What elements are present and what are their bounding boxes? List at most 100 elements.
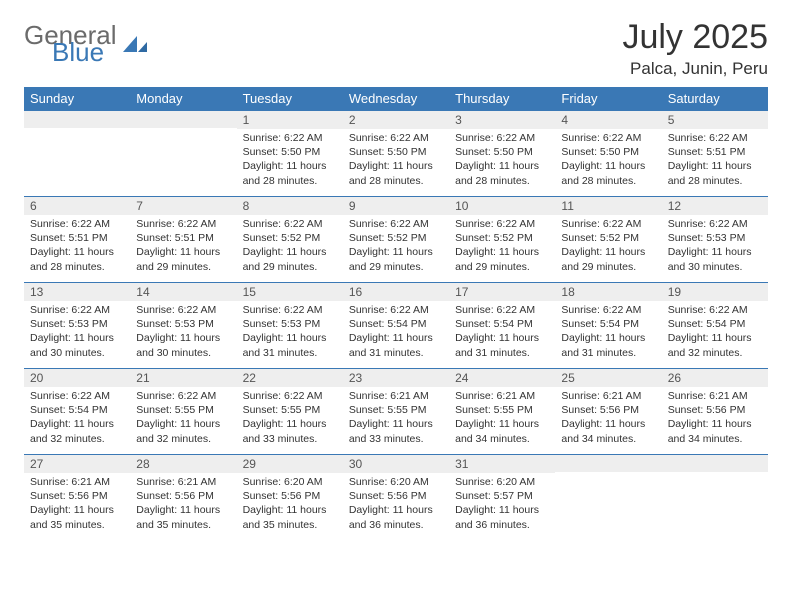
calendar-day-cell: 1Sunrise: 6:22 AMSunset: 5:50 PMDaylight… [237, 110, 343, 196]
day-details: Sunrise: 6:22 AMSunset: 5:54 PMDaylight:… [555, 301, 661, 364]
day-details: Sunrise: 6:22 AMSunset: 5:51 PMDaylight:… [662, 129, 768, 192]
calendar-day-cell: 21Sunrise: 6:22 AMSunset: 5:55 PMDayligh… [130, 368, 236, 454]
day-number: 29 [237, 454, 343, 473]
calendar-day-cell [662, 454, 768, 540]
day-details: Sunrise: 6:22 AMSunset: 5:53 PMDaylight:… [237, 301, 343, 364]
weekday-header: Thursday [449, 87, 555, 110]
day-number: 24 [449, 368, 555, 387]
day-details: Sunrise: 6:21 AMSunset: 5:55 PMDaylight:… [343, 387, 449, 450]
day-number: 20 [24, 368, 130, 387]
calendar-day-cell [555, 454, 661, 540]
calendar-day-cell: 2Sunrise: 6:22 AMSunset: 5:50 PMDaylight… [343, 110, 449, 196]
calendar-day-cell: 22Sunrise: 6:22 AMSunset: 5:55 PMDayligh… [237, 368, 343, 454]
day-number: 10 [449, 196, 555, 215]
day-number: 21 [130, 368, 236, 387]
day-number: 7 [130, 196, 236, 215]
day-number: 22 [237, 368, 343, 387]
day-number: 1 [237, 110, 343, 129]
day-details: Sunrise: 6:20 AMSunset: 5:57 PMDaylight:… [449, 473, 555, 536]
day-details: Sunrise: 6:22 AMSunset: 5:54 PMDaylight:… [449, 301, 555, 364]
calendar-day-cell: 31Sunrise: 6:20 AMSunset: 5:57 PMDayligh… [449, 454, 555, 540]
day-details: Sunrise: 6:22 AMSunset: 5:54 PMDaylight:… [662, 301, 768, 364]
calendar-day-cell: 13Sunrise: 6:22 AMSunset: 5:53 PMDayligh… [24, 282, 130, 368]
day-number: 18 [555, 282, 661, 301]
weekday-header: Tuesday [237, 87, 343, 110]
day-details: Sunrise: 6:21 AMSunset: 5:56 PMDaylight:… [662, 387, 768, 450]
day-details: Sunrise: 6:22 AMSunset: 5:55 PMDaylight:… [237, 387, 343, 450]
day-number: 25 [555, 368, 661, 387]
location: Palca, Junin, Peru [622, 59, 768, 79]
weekday-header: Wednesday [343, 87, 449, 110]
day-number: 27 [24, 454, 130, 473]
calendar-day-cell: 4Sunrise: 6:22 AMSunset: 5:50 PMDaylight… [555, 110, 661, 196]
day-details: Sunrise: 6:21 AMSunset: 5:55 PMDaylight:… [449, 387, 555, 450]
weekday-header-row: SundayMondayTuesdayWednesdayThursdayFrid… [24, 87, 768, 110]
day-number: 13 [24, 282, 130, 301]
day-number: 2 [343, 110, 449, 129]
day-number: 26 [662, 368, 768, 387]
day-number: 30 [343, 454, 449, 473]
calendar-day-cell: 25Sunrise: 6:21 AMSunset: 5:56 PMDayligh… [555, 368, 661, 454]
calendar-day-cell: 12Sunrise: 6:22 AMSunset: 5:53 PMDayligh… [662, 196, 768, 282]
day-details: Sunrise: 6:20 AMSunset: 5:56 PMDaylight:… [343, 473, 449, 536]
month-title: July 2025 [622, 18, 768, 57]
calendar-day-cell: 26Sunrise: 6:21 AMSunset: 5:56 PMDayligh… [662, 368, 768, 454]
calendar-day-cell: 24Sunrise: 6:21 AMSunset: 5:55 PMDayligh… [449, 368, 555, 454]
day-details: Sunrise: 6:22 AMSunset: 5:55 PMDaylight:… [130, 387, 236, 450]
calendar-day-cell: 8Sunrise: 6:22 AMSunset: 5:52 PMDaylight… [237, 196, 343, 282]
day-details: Sunrise: 6:22 AMSunset: 5:53 PMDaylight:… [662, 215, 768, 278]
day-details: Sunrise: 6:22 AMSunset: 5:50 PMDaylight:… [343, 129, 449, 192]
calendar-day-cell: 7Sunrise: 6:22 AMSunset: 5:51 PMDaylight… [130, 196, 236, 282]
calendar-page: General Blue July 2025 Palca, Junin, Per… [0, 0, 792, 612]
calendar-day-cell: 16Sunrise: 6:22 AMSunset: 5:54 PMDayligh… [343, 282, 449, 368]
day-number: 5 [662, 110, 768, 129]
day-number: 31 [449, 454, 555, 473]
day-number: 3 [449, 110, 555, 129]
title-block: July 2025 Palca, Junin, Peru [622, 18, 768, 79]
day-details: Sunrise: 6:22 AMSunset: 5:54 PMDaylight:… [343, 301, 449, 364]
empty-day [130, 110, 236, 128]
day-details: Sunrise: 6:22 AMSunset: 5:52 PMDaylight:… [555, 215, 661, 278]
day-details: Sunrise: 6:22 AMSunset: 5:53 PMDaylight:… [24, 301, 130, 364]
day-details: Sunrise: 6:22 AMSunset: 5:50 PMDaylight:… [237, 129, 343, 192]
calendar-week-row: 6Sunrise: 6:22 AMSunset: 5:51 PMDaylight… [24, 196, 768, 282]
calendar-week-row: 20Sunrise: 6:22 AMSunset: 5:54 PMDayligh… [24, 368, 768, 454]
calendar-day-cell: 10Sunrise: 6:22 AMSunset: 5:52 PMDayligh… [449, 196, 555, 282]
day-details: Sunrise: 6:22 AMSunset: 5:51 PMDaylight:… [130, 215, 236, 278]
calendar-day-cell: 5Sunrise: 6:22 AMSunset: 5:51 PMDaylight… [662, 110, 768, 196]
day-details: Sunrise: 6:22 AMSunset: 5:51 PMDaylight:… [24, 215, 130, 278]
empty-day [662, 454, 768, 472]
day-details: Sunrise: 6:22 AMSunset: 5:53 PMDaylight:… [130, 301, 236, 364]
day-number: 16 [343, 282, 449, 301]
calendar-day-cell: 28Sunrise: 6:21 AMSunset: 5:56 PMDayligh… [130, 454, 236, 540]
calendar-day-cell [24, 110, 130, 196]
logo-text: General Blue [24, 24, 117, 65]
day-details: Sunrise: 6:20 AMSunset: 5:56 PMDaylight:… [237, 473, 343, 536]
day-number: 9 [343, 196, 449, 215]
calendar-day-cell: 9Sunrise: 6:22 AMSunset: 5:52 PMDaylight… [343, 196, 449, 282]
day-number: 6 [24, 196, 130, 215]
calendar-week-row: 13Sunrise: 6:22 AMSunset: 5:53 PMDayligh… [24, 282, 768, 368]
calendar-day-cell: 29Sunrise: 6:20 AMSunset: 5:56 PMDayligh… [237, 454, 343, 540]
calendar-day-cell: 30Sunrise: 6:20 AMSunset: 5:56 PMDayligh… [343, 454, 449, 540]
empty-day [24, 110, 130, 128]
day-number: 12 [662, 196, 768, 215]
day-number: 23 [343, 368, 449, 387]
calendar-day-cell: 14Sunrise: 6:22 AMSunset: 5:53 PMDayligh… [130, 282, 236, 368]
day-number: 15 [237, 282, 343, 301]
calendar-day-cell: 6Sunrise: 6:22 AMSunset: 5:51 PMDaylight… [24, 196, 130, 282]
day-number: 28 [130, 454, 236, 473]
day-details: Sunrise: 6:21 AMSunset: 5:56 PMDaylight:… [130, 473, 236, 536]
calendar-week-row: 1Sunrise: 6:22 AMSunset: 5:50 PMDaylight… [24, 110, 768, 196]
weekday-header: Sunday [24, 87, 130, 110]
day-details: Sunrise: 6:21 AMSunset: 5:56 PMDaylight:… [555, 387, 661, 450]
calendar-week-row: 27Sunrise: 6:21 AMSunset: 5:56 PMDayligh… [24, 454, 768, 540]
day-number: 14 [130, 282, 236, 301]
calendar-day-cell: 23Sunrise: 6:21 AMSunset: 5:55 PMDayligh… [343, 368, 449, 454]
calendar-day-cell: 19Sunrise: 6:22 AMSunset: 5:54 PMDayligh… [662, 282, 768, 368]
weekday-header: Monday [130, 87, 236, 110]
weekday-header: Friday [555, 87, 661, 110]
day-number: 8 [237, 196, 343, 215]
day-details: Sunrise: 6:21 AMSunset: 5:56 PMDaylight:… [24, 473, 130, 536]
header: General Blue July 2025 Palca, Junin, Per… [24, 18, 768, 79]
